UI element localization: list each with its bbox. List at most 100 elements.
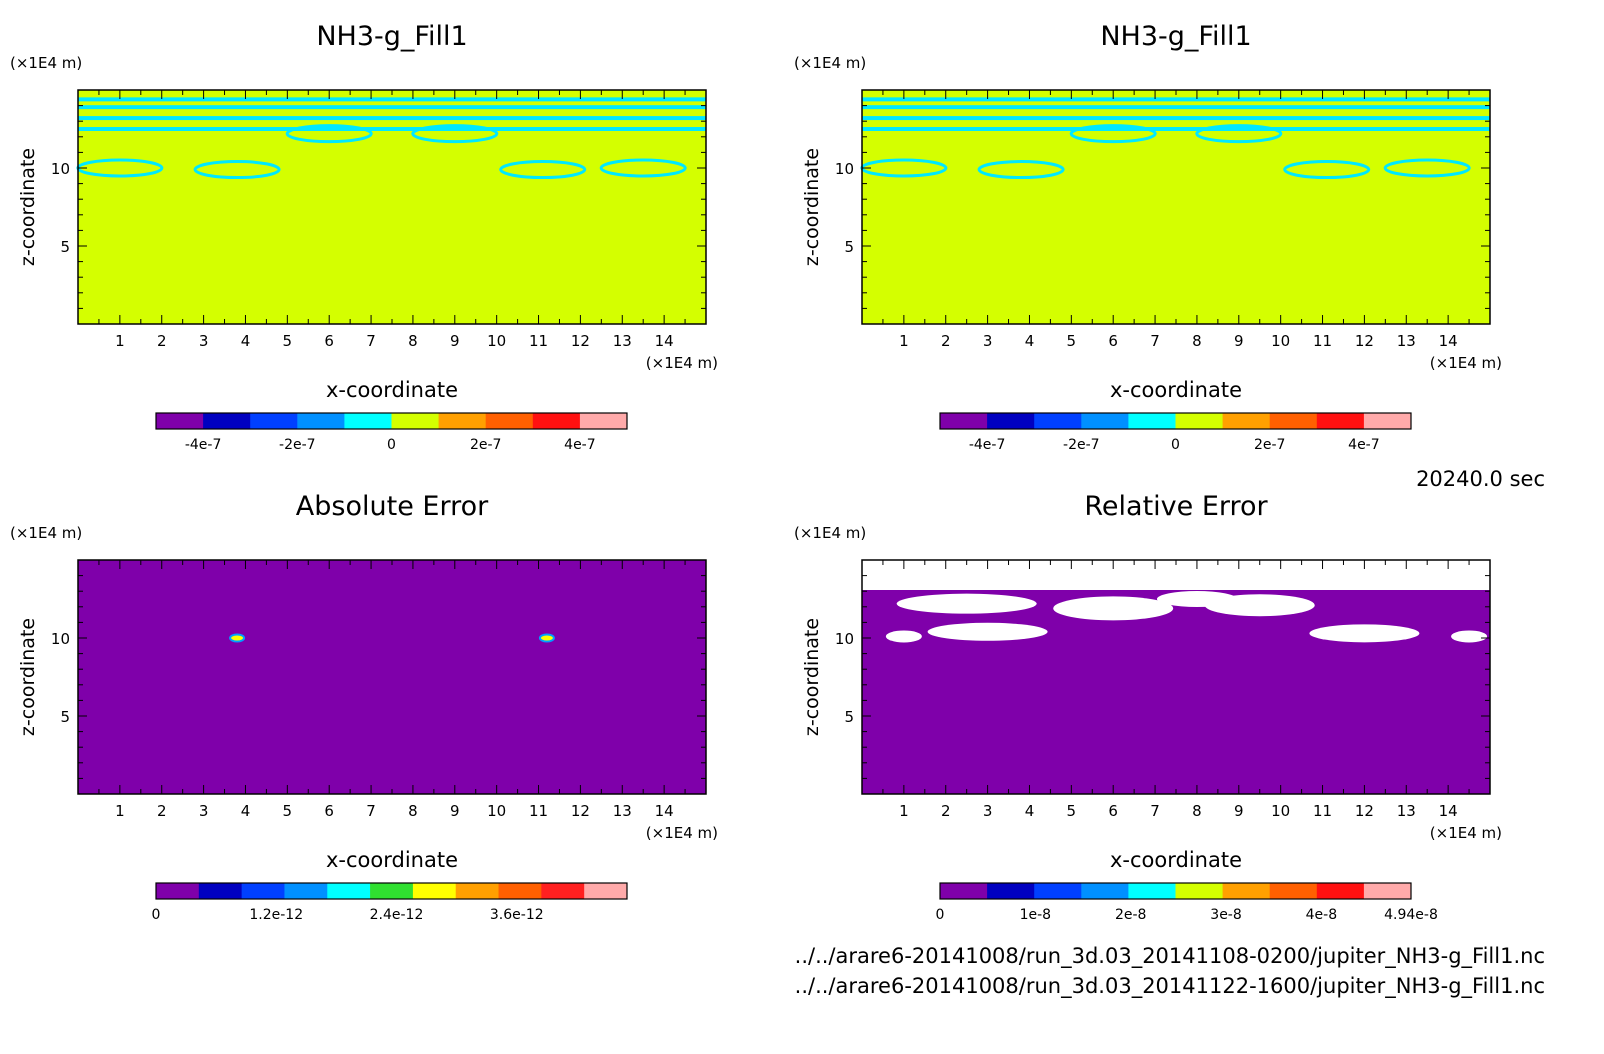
y-axis-title-bottom-right: z-coordinate	[801, 618, 823, 736]
panel-title-top-left: NH3-g_Fill1	[316, 21, 467, 52]
colorbar-segment	[1034, 883, 1082, 899]
contour-band	[78, 116, 706, 121]
x-tick-label: 12	[1355, 802, 1374, 820]
y-tick-label: 10	[51, 160, 70, 178]
x-tick-label: 3	[199, 332, 209, 350]
colorbar-tick-label: 2e-8	[1115, 907, 1146, 923]
x-tick-label: 3	[199, 802, 209, 820]
colorbar-tick-label: 3.6e-12	[490, 907, 544, 923]
x-tick-label: 13	[1397, 802, 1416, 820]
colorbar-segment	[987, 883, 1035, 899]
colorbar-segment	[1269, 883, 1318, 899]
y-unit-label-bottom-left: (×1E4 m)	[10, 524, 82, 542]
x-tick-label: 2	[941, 802, 951, 820]
contour-band	[78, 105, 706, 110]
colorbar-segment	[1269, 413, 1318, 429]
colorbar-segment	[156, 413, 204, 429]
contour-cell	[599, 158, 687, 178]
x-tick-label: 5	[1067, 332, 1077, 350]
x-tick-label: 7	[366, 802, 376, 820]
x-tick-label: 2	[941, 332, 951, 350]
y-tick-label: 5	[844, 708, 854, 726]
contour-cell	[977, 160, 1065, 180]
x-tick-label: 13	[613, 332, 632, 350]
colorbar-segment	[485, 413, 534, 429]
colorbar-segment	[391, 413, 440, 429]
colorbar-segment	[1034, 413, 1082, 429]
colorbar-tick-label: 4.94e-8	[1384, 907, 1438, 923]
x-tick-label: 6	[324, 332, 334, 350]
y-unit-label-top-left: (×1E4 m)	[10, 54, 82, 72]
field-fill-bottom-left	[78, 560, 706, 794]
colorbar-segment	[1081, 883, 1129, 899]
colorbar-segment	[1316, 413, 1365, 429]
colorbar-tick-label: 4e-7	[1348, 437, 1379, 453]
colorbar-segment	[1175, 413, 1224, 429]
x-tick-label: 11	[1313, 332, 1332, 350]
file-path-2: ../../arare6-20141008/run_3d.03_20141122…	[794, 974, 1545, 998]
x-tick-label: 5	[283, 332, 293, 350]
colorbar-segment	[1316, 883, 1365, 899]
x-tick-label: 9	[450, 332, 460, 350]
colorbar-tick-label: 2e-7	[470, 437, 501, 453]
x-tick-label: 5	[283, 802, 293, 820]
x-tick-label: 10	[487, 332, 506, 350]
x-tick-label: 2	[157, 332, 167, 350]
colorbar-segment	[1363, 413, 1412, 429]
x-tick-label: 1	[115, 802, 125, 820]
colorbar-tick-label: -2e-7	[279, 437, 316, 453]
x-tick-label: 8	[408, 802, 418, 820]
colorbar-tick-label: -4e-7	[185, 437, 222, 453]
contour-cell	[1283, 160, 1371, 180]
x-tick-label: 13	[1397, 332, 1416, 350]
x-tick-label: 12	[571, 332, 590, 350]
y-tick-label: 5	[844, 238, 854, 256]
colorbar-segment	[584, 883, 628, 899]
x-tick-label: 7	[1150, 332, 1160, 350]
colorbar-segment	[438, 413, 487, 429]
colorbar-segment	[241, 883, 285, 899]
x-unit-label-bottom-right: (×1E4 m)	[1430, 824, 1502, 842]
x-tick-label: 1	[115, 332, 125, 350]
y-tick-label: 10	[835, 630, 854, 648]
colorbar-segment	[1128, 413, 1176, 429]
x-tick-label: 10	[1271, 802, 1290, 820]
x-unit-label-bottom-left: (×1E4 m)	[646, 824, 718, 842]
x-tick-label: 3	[983, 802, 993, 820]
contour-cell	[1069, 124, 1157, 144]
colorbar-tick-label: 0	[152, 907, 161, 923]
contour-cell	[411, 124, 499, 144]
colorbar-segment	[284, 883, 328, 899]
x-tick-label: 6	[324, 802, 334, 820]
panel-title-top-right: NH3-g_Fill1	[1100, 21, 1251, 52]
x-tick-label: 1	[899, 332, 909, 350]
x-tick-label: 13	[613, 802, 632, 820]
colorbar-segment	[203, 413, 251, 429]
file-path-1: ../../arare6-20141008/run_3d.03_20141108…	[794, 944, 1545, 968]
colorbar-tick-label: 0	[1171, 437, 1180, 453]
x-tick-label: 12	[571, 802, 590, 820]
x-tick-label: 12	[1355, 332, 1374, 350]
x-tick-label: 14	[1439, 802, 1458, 820]
colorbar-tick-label: 2e-7	[1254, 437, 1285, 453]
x-tick-label: 1	[899, 802, 909, 820]
colorbar-frame-bottom-left	[155, 882, 628, 900]
x-tick-label: 7	[366, 332, 376, 350]
x-tick-label: 6	[1108, 332, 1118, 350]
y-axis-title-bottom-left: z-coordinate	[17, 618, 39, 736]
x-axis-title-bottom-left: x-coordinate	[326, 848, 458, 872]
x-tick-label: 9	[1234, 332, 1244, 350]
contour-band	[78, 127, 706, 131]
x-tick-label: 8	[1192, 332, 1202, 350]
x-tick-label: 6	[1108, 802, 1118, 820]
colorbar-segment	[532, 413, 581, 429]
colorbar-segment	[198, 883, 243, 899]
x-tick-label: 7	[1150, 802, 1160, 820]
x-tick-label: 5	[1067, 802, 1077, 820]
error-spot	[538, 633, 555, 643]
colorbar-segment	[579, 413, 628, 429]
undefined-patch	[1053, 596, 1174, 621]
colorbar-segment	[1175, 883, 1224, 899]
colorbar-tick-label: 2.4e-12	[370, 907, 424, 923]
